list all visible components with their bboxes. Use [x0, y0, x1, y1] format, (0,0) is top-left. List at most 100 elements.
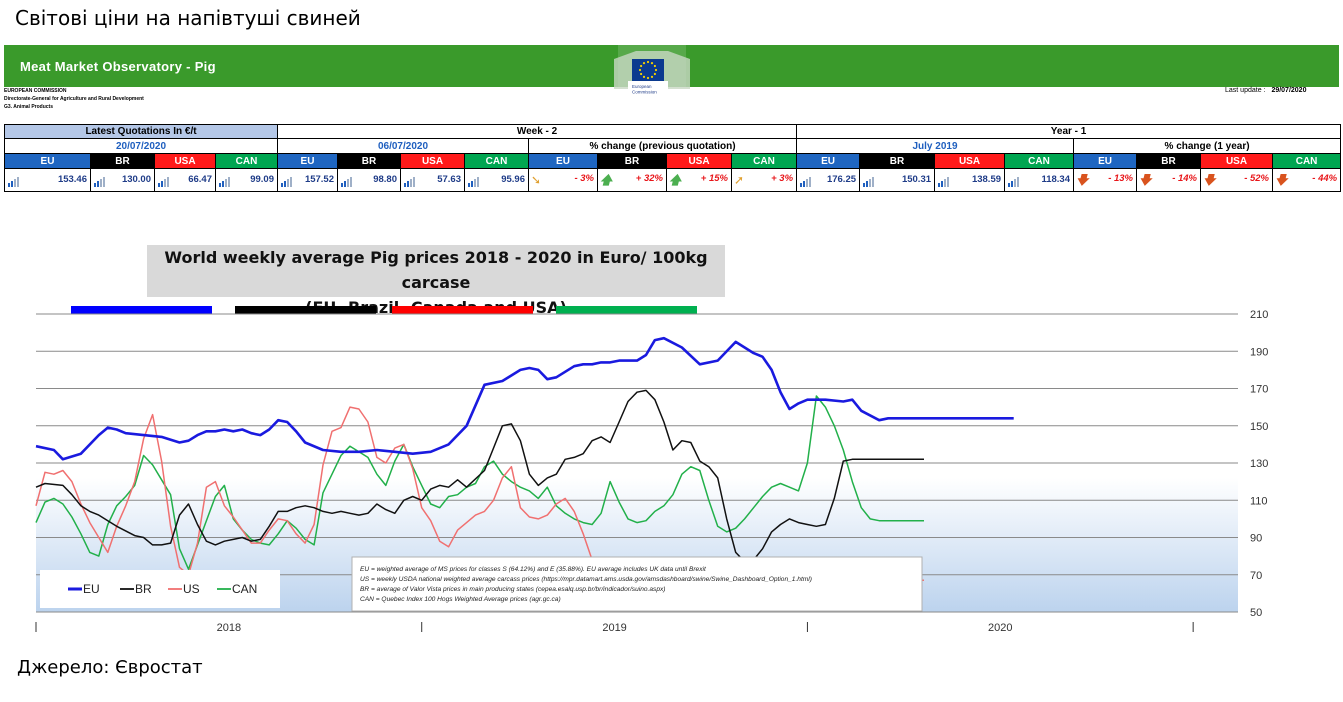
x-year-label: 2019	[602, 622, 626, 634]
year-country-header-usa: USA	[934, 153, 1006, 169]
signal-bars-icon	[1008, 176, 1020, 187]
x-year-label: 2018	[217, 622, 241, 634]
latest-value-br: 130.00	[90, 168, 155, 192]
header-banner: Meat Market Observatory - Pig European C…	[4, 45, 1339, 97]
year-value-br: 150.31	[859, 168, 936, 192]
latest-country-header-can: CAN	[215, 153, 278, 169]
pct-value: - 44%	[1312, 173, 1338, 184]
chart-title-line: World weekly average Pig prices 2018 - 2…	[164, 248, 708, 292]
series-line-br	[35, 389, 924, 563]
week-value-br: 98.80	[337, 168, 401, 192]
x-year-label: 2020	[988, 622, 1012, 634]
signal-bars-icon	[281, 176, 292, 187]
legend-label-eu: EU	[83, 582, 100, 596]
note-line: CAN = Quebec Index 100 Hogs Weighted Ave…	[360, 596, 561, 603]
agency-line: Directorate-General for Agriculture and …	[4, 96, 144, 102]
year-pct-usa: 🡇 - 52%	[1200, 168, 1274, 192]
signal-bars-icon	[468, 176, 479, 187]
agency-info: EUROPEAN COMMISSION Directorate-General …	[4, 87, 144, 111]
quote-value: 157.52	[304, 173, 334, 185]
week-value-eu: 157.52	[277, 168, 338, 192]
week-pct-country-header-br: BR	[597, 153, 667, 169]
banner-title: Meat Market Observatory - Pig	[20, 59, 216, 74]
week-country-header-can: CAN	[464, 153, 529, 169]
year-pct-br: 🡇 - 14%	[1136, 168, 1202, 192]
note-line: US = weekly USDA national weighted avera…	[360, 576, 812, 583]
logo-caption-1: European	[632, 84, 652, 89]
year-value-eu: 176.25	[796, 168, 861, 192]
year-pct-can: 🡇 - 44%	[1272, 168, 1342, 192]
signal-bars-icon	[219, 176, 230, 187]
arrow-up-icon: 🡅	[669, 173, 682, 187]
latest-country-header-br: BR	[90, 153, 155, 169]
week-country-header-br: BR	[337, 153, 401, 169]
agency-line: G3. Animal Products	[4, 104, 53, 110]
latest-value-can: 99.09	[215, 168, 278, 192]
quote-value: 118.34	[1041, 173, 1071, 185]
year-country-header-eu: EU	[796, 153, 861, 169]
quote-value: 176.25	[826, 173, 857, 185]
y-tick-label: 50	[1250, 607, 1262, 619]
year-header: Year - 1	[796, 124, 1342, 139]
year-country-header-br: BR	[859, 153, 936, 169]
pct-value: + 32%	[635, 173, 663, 184]
week-value-can: 95.96	[464, 168, 529, 192]
week-pct-usa: 🡅 + 15%	[666, 168, 732, 192]
week-pct-can: ➚ + 3%	[730, 168, 798, 192]
arrow-down-icon: 🡇	[1203, 173, 1216, 187]
year-pct-country-header-can: CAN	[1272, 153, 1342, 169]
y-tick-label: 130	[1250, 458, 1268, 470]
y-tick-label: 110	[1250, 495, 1268, 507]
pct-value: - 3%	[574, 173, 594, 184]
y-tick-label: 70	[1250, 570, 1262, 582]
quote-value: 95.96	[501, 173, 525, 185]
pct-value: - 52%	[1244, 173, 1270, 184]
note-line: BR = average of Valor Vista prices in ma…	[360, 586, 666, 593]
arrow-down-icon: 🡇	[1139, 173, 1152, 187]
signal-bars-icon	[158, 176, 169, 187]
european-commission-logo-icon: European Commission	[614, 45, 690, 97]
quote-value: 57.63	[437, 173, 461, 185]
week-pct-header: % change (previous quotation)	[527, 138, 798, 154]
y-tick-label: 90	[1250, 533, 1262, 545]
latest-quotations-header: Latest Quotations In €/t	[4, 124, 278, 139]
week-pct-br: 🡅 + 32%	[597, 168, 667, 192]
last-update-label: Last update :	[1225, 87, 1266, 94]
year-value-can: 118.34	[1004, 168, 1075, 192]
signal-bars-icon	[800, 176, 812, 187]
agency-line: EUROPEAN COMMISSION	[4, 88, 67, 94]
signal-bars-icon	[404, 176, 415, 187]
legend-label-can: CAN	[232, 582, 257, 596]
legend-label-br: BR	[135, 582, 152, 596]
year-value-usa: 138.59	[934, 168, 1006, 192]
notes-box	[351, 556, 923, 612]
note-line: EU = weighted average of MS prices for c…	[360, 566, 707, 573]
year-date: July 2019	[796, 138, 1075, 154]
quote-value: 150.31	[901, 173, 932, 185]
week-pct-country-header-can: CAN	[730, 153, 798, 169]
quote-value: 138.59	[971, 173, 1002, 185]
y-tick-label: 190	[1250, 346, 1268, 358]
arrow-up-right-icon: ➚	[734, 173, 745, 187]
page-title: Світові ціни на напівтуші свиней	[15, 6, 361, 30]
chart-title: World weekly average Pig prices 2018 - 2…	[147, 245, 725, 317]
year-pct-country-header-usa: USA	[1200, 153, 1274, 169]
week-country-header-eu: EU	[277, 153, 338, 169]
quote-value: 98.80	[373, 173, 397, 185]
y-tick-label: 150	[1250, 421, 1268, 433]
week-date: 06/07/2020	[277, 138, 529, 154]
quote-value: 130.00	[121, 173, 151, 185]
price-line-chart: 50 70 90 110 130 150 170 190 210 2018 2019 2020 EU =…	[35, 309, 1268, 634]
quote-value: 66.47	[188, 173, 212, 185]
arrow-up-icon: 🡅	[600, 173, 613, 187]
signal-bars-icon	[341, 176, 352, 187]
latest-country-header-eu: EU	[4, 153, 91, 169]
latest-value-usa: 66.47	[154, 168, 216, 192]
quotations-table: Latest Quotations In €/t Week - 2 Year -…	[4, 124, 1342, 192]
year-pct-header: % change (1 year)	[1073, 138, 1342, 154]
signal-bars-icon	[863, 176, 875, 187]
year-pct-eu: 🡇 - 13%	[1073, 168, 1138, 192]
week-header: Week - 2	[276, 124, 798, 139]
year-pct-country-header-br: BR	[1136, 153, 1202, 169]
arrow-down-right-icon: ➘	[531, 173, 542, 187]
